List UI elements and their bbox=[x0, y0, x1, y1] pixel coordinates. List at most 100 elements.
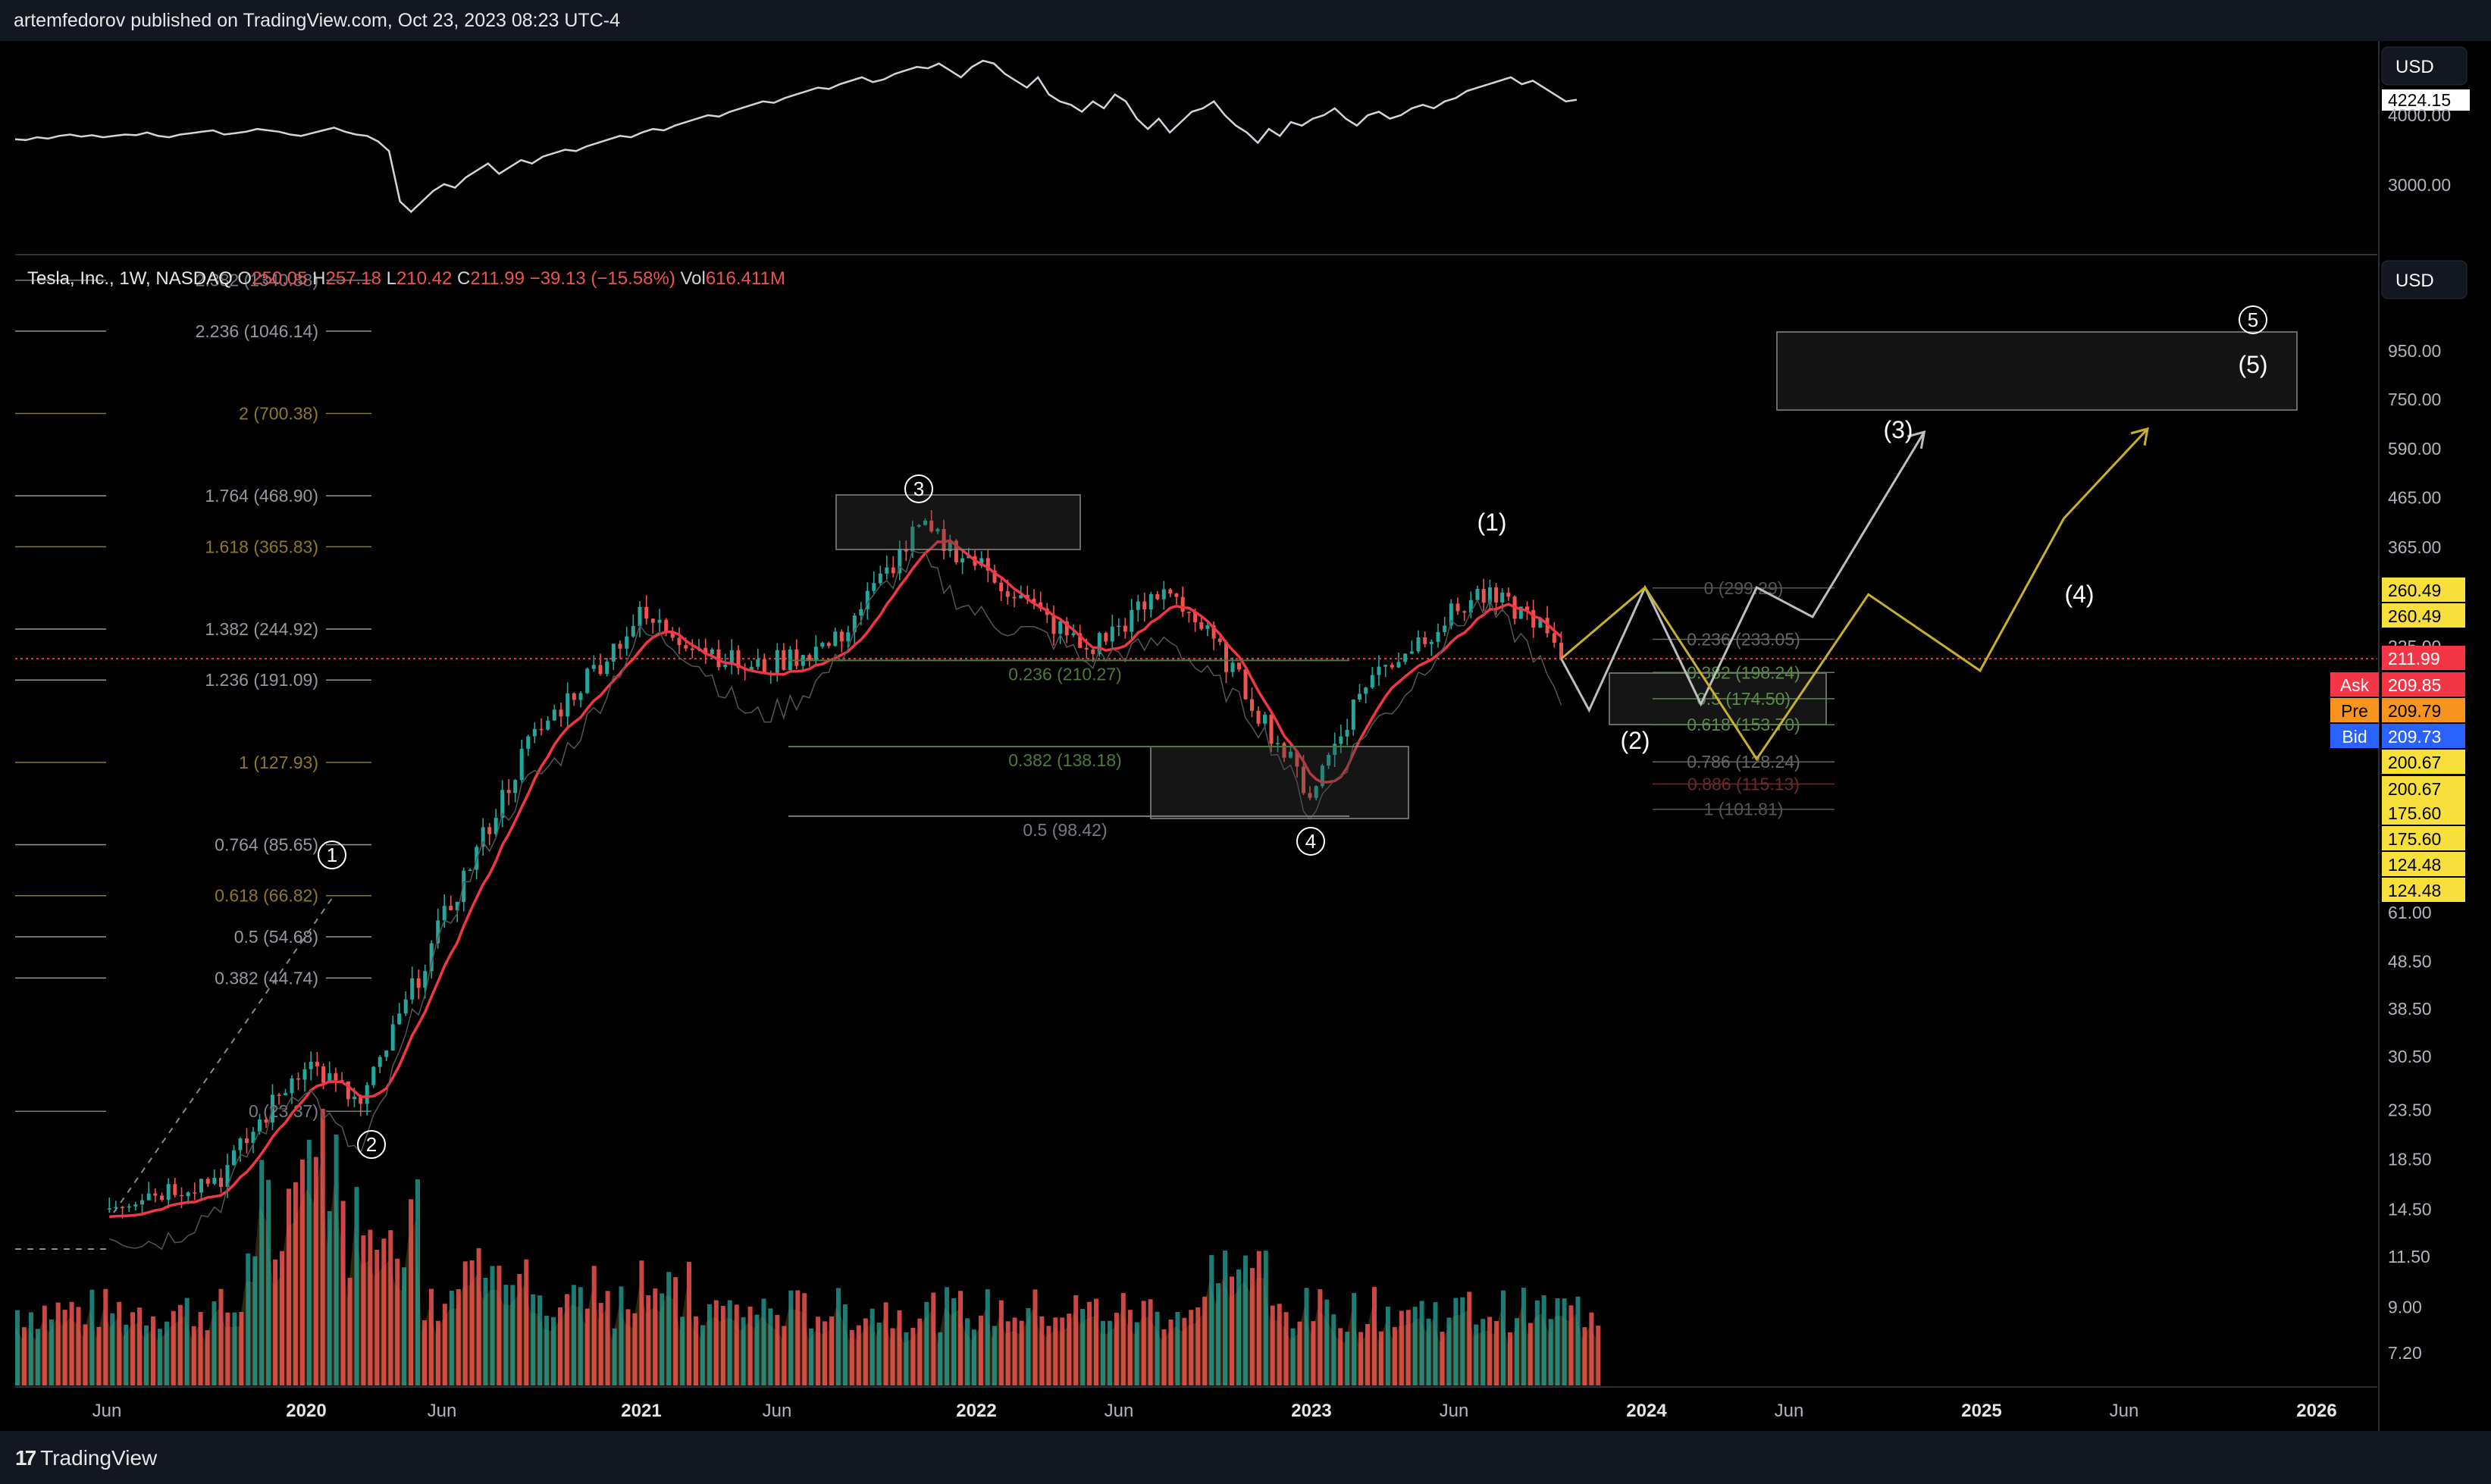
volume-bar bbox=[483, 1278, 488, 1385]
volume-bar bbox=[619, 1286, 624, 1385]
candle-body bbox=[114, 1207, 118, 1209]
candle-body bbox=[1345, 729, 1349, 737]
time-axis-label: Jun bbox=[92, 1401, 122, 1421]
volume-bar bbox=[883, 1302, 888, 1385]
candle-body bbox=[410, 978, 415, 1000]
volume-bar bbox=[1209, 1254, 1214, 1385]
volume-bar bbox=[42, 1305, 47, 1385]
candle-body bbox=[703, 647, 708, 655]
candle-body bbox=[1383, 665, 1388, 667]
volume-bar bbox=[198, 1312, 203, 1385]
price-axis-label: 7.20 bbox=[2388, 1343, 2422, 1363]
candle-body bbox=[1117, 625, 1121, 628]
candle-body bbox=[904, 549, 908, 552]
candle-body bbox=[859, 609, 863, 616]
price-axis-label: 14.50 bbox=[2388, 1199, 2432, 1219]
volume-bar bbox=[1338, 1328, 1343, 1385]
volume-bar bbox=[1141, 1301, 1146, 1385]
volume-bar bbox=[741, 1317, 746, 1385]
candle-body bbox=[1295, 751, 1299, 767]
candle-body bbox=[1243, 669, 1248, 700]
volume-bar bbox=[734, 1304, 739, 1385]
projection-arrowhead bbox=[1907, 430, 1926, 449]
fib-extension-label: 2 (700.38) bbox=[239, 404, 318, 424]
volume-bar bbox=[1474, 1324, 1479, 1385]
volume-bar bbox=[646, 1295, 651, 1385]
volume-bar bbox=[1372, 1287, 1377, 1385]
tradingview-logo[interactable]: 17 TradingView bbox=[15, 1446, 157, 1470]
fib-extension-label: 1.618 (365.83) bbox=[205, 537, 318, 556]
volume-bar bbox=[958, 1291, 963, 1385]
wave-5-label: 5 bbox=[2248, 308, 2258, 331]
price-tag bbox=[2382, 724, 2465, 748]
comparison-line bbox=[108, 549, 1562, 1251]
candle-body bbox=[546, 720, 550, 730]
candle-body bbox=[1237, 662, 1241, 670]
volume-bar bbox=[1528, 1323, 1533, 1385]
candle-body bbox=[1058, 621, 1063, 634]
price-tag-label: 200.67 bbox=[2388, 779, 2441, 799]
top-last-value-tag bbox=[2382, 89, 2470, 111]
volume-bar bbox=[1223, 1251, 1228, 1385]
volume-bar bbox=[809, 1328, 814, 1385]
fib-retrace-label: 1 (101.81) bbox=[1704, 800, 1784, 819]
volume-bar bbox=[1575, 1296, 1581, 1385]
volume-bar bbox=[252, 1256, 258, 1385]
candle-body bbox=[1148, 594, 1153, 610]
volume-bar bbox=[720, 1305, 725, 1385]
candle-body bbox=[775, 650, 779, 673]
wave-4-label: 4 bbox=[1305, 830, 1316, 853]
fib-retrace-label: 0.5 (98.42) bbox=[1023, 820, 1107, 840]
volume-bar bbox=[1060, 1317, 1065, 1385]
price-axis-label: 48.50 bbox=[2388, 952, 2432, 972]
candle-body bbox=[1211, 625, 1216, 639]
volume-bar bbox=[1236, 1269, 1241, 1385]
price-tag bbox=[2382, 826, 2465, 850]
fib-extension-label: 0.5 (54.68) bbox=[234, 927, 318, 947]
candle-body bbox=[716, 649, 721, 668]
volume-bar bbox=[870, 1308, 875, 1385]
volume-bar bbox=[490, 1266, 495, 1385]
candle-body bbox=[1130, 609, 1134, 632]
fib-retrace-label: 0.786 (128.24) bbox=[1687, 752, 1800, 772]
candle-body bbox=[1250, 699, 1254, 711]
fib-retrace-label: 0.382 (138.18) bbox=[1008, 750, 1122, 770]
candle-body bbox=[365, 1085, 369, 1104]
candle-body bbox=[1282, 743, 1286, 758]
volume-bar bbox=[1568, 1305, 1574, 1385]
moving-average-line bbox=[109, 539, 1562, 1219]
candle-body bbox=[878, 573, 882, 584]
candle-body bbox=[566, 693, 570, 717]
price-tag-name-box bbox=[2330, 672, 2379, 697]
candle-body bbox=[1396, 662, 1401, 668]
volume-bar bbox=[1365, 1324, 1370, 1385]
volume-bar bbox=[931, 1292, 936, 1385]
price-axis-label: 590.00 bbox=[2388, 439, 2441, 459]
wave5-target-box bbox=[1776, 331, 2298, 411]
volume-bar bbox=[1440, 1332, 1445, 1385]
wave-5-label-circle bbox=[2239, 305, 2267, 334]
candle-body bbox=[598, 665, 603, 675]
volume-bar bbox=[700, 1325, 705, 1385]
publisher-header: artemfedorov published on TradingView.co… bbox=[0, 0, 2491, 41]
fib-extension-label: 1.382 (244.92) bbox=[205, 619, 318, 639]
volume-bar bbox=[1433, 1302, 1438, 1385]
volume-bar bbox=[280, 1251, 284, 1385]
fib-extension-label: 1.236 (191.09) bbox=[205, 670, 318, 690]
candle-body bbox=[572, 693, 576, 700]
legend-part: O bbox=[237, 268, 252, 289]
candle-body bbox=[193, 1192, 197, 1194]
price-tag bbox=[2382, 852, 2465, 876]
volume-bar bbox=[761, 1298, 766, 1385]
candle-body bbox=[327, 1073, 332, 1083]
candle-body bbox=[153, 1193, 158, 1196]
volume-bar bbox=[992, 1326, 997, 1385]
volume-bar bbox=[35, 1329, 40, 1385]
volume-bar bbox=[469, 1260, 475, 1385]
volume-bar bbox=[775, 1314, 780, 1385]
candle-body bbox=[1276, 743, 1280, 744]
volume-bar bbox=[1378, 1331, 1383, 1385]
candle-body bbox=[1097, 633, 1101, 654]
volume-bar bbox=[910, 1328, 916, 1385]
